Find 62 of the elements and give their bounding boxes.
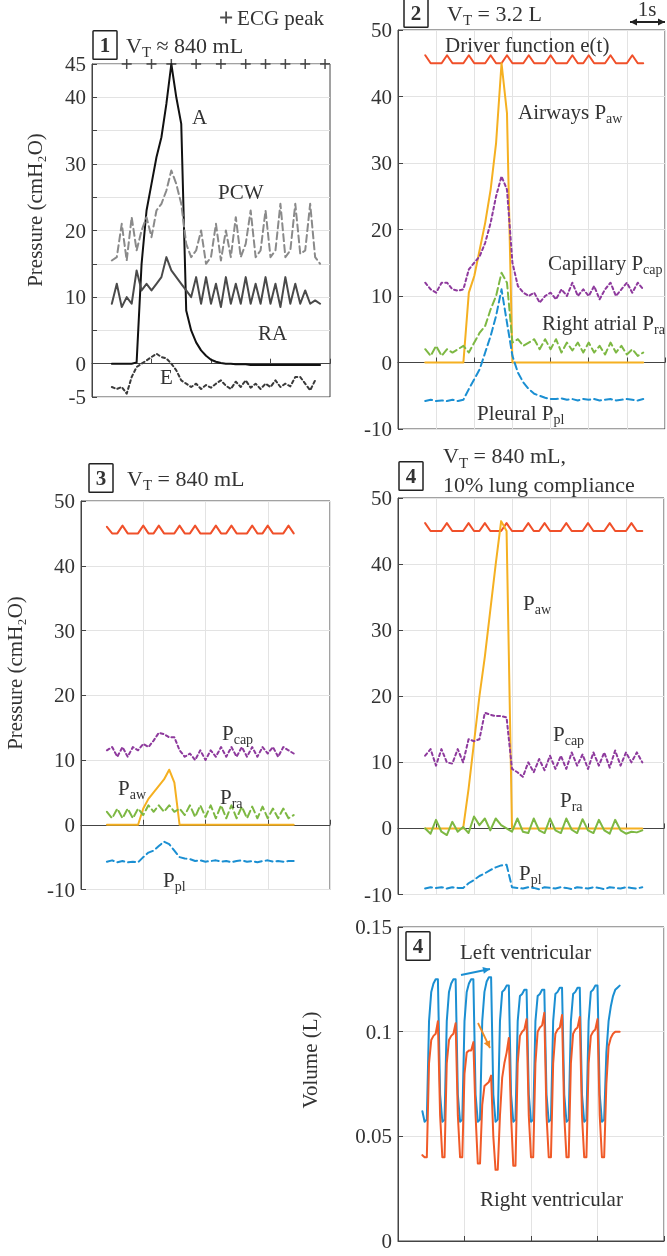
y-tick-label: 20 (65, 218, 86, 243)
line-series (424, 815, 644, 837)
series-label: Left ventricular (460, 940, 592, 964)
y-tick-label: 0 (64, 812, 75, 837)
y-tick-label: 45 (65, 52, 86, 76)
y-tick-label: 40 (65, 85, 86, 110)
line-series (424, 711, 644, 778)
text: 2 (410, 1, 422, 25)
y-tick-label: 40 (371, 552, 392, 577)
y-tick-label: 0.05 (355, 1124, 392, 1149)
series-label: Right ventricular (480, 1187, 623, 1211)
line-series (424, 288, 645, 403)
line-series (421, 976, 621, 1123)
y-tick-label: -5 (68, 385, 86, 409)
line-series (424, 175, 645, 304)
y-tick-label: 40 (54, 553, 75, 578)
series-label: A (192, 105, 208, 129)
series-label: PCW (218, 180, 264, 204)
y-tick-label: -10 (47, 877, 75, 902)
y-tick-label: 0 (381, 350, 392, 375)
y-tick-label: 20 (371, 684, 392, 709)
y-tick-label: 30 (371, 618, 392, 643)
line-series (105, 840, 295, 864)
y-tick-label: 50 (371, 486, 392, 510)
annotation: 4 (412, 934, 424, 958)
y-axis-title: Pressure (cmH₂O) (23, 133, 47, 287)
text: 1 (99, 33, 111, 57)
legend-label: ECG peak (237, 5, 325, 30)
y-tick-label: 0 (381, 1229, 392, 1253)
y-tick-label: 20 (371, 217, 392, 242)
y-tick-label: 20 (54, 683, 75, 708)
y-tick-label: 40 (371, 84, 392, 109)
line-series (424, 62, 645, 364)
line-series (421, 1011, 621, 1171)
y-tick-label: -10 (364, 417, 392, 441)
line-series (110, 256, 322, 309)
y-tick-label: 10 (371, 750, 392, 775)
line-series (105, 768, 295, 826)
series-label: Driver function e(t) (445, 33, 610, 57)
y-tick-label: 0.1 (365, 1019, 392, 1044)
line-series (424, 520, 644, 830)
y-axis-title: Pressure (cmH₂O) (3, 596, 27, 750)
y-axis-title: Volume (L) (298, 1011, 322, 1109)
line-series (424, 863, 644, 891)
y-tick-label: -10 (364, 882, 392, 907)
series-label: RA (258, 321, 289, 345)
line-series (110, 169, 322, 265)
y-tick-label: 30 (371, 151, 392, 175)
series-label: E (160, 365, 173, 389)
y-tick-label: 10 (54, 748, 75, 772)
text: 3 (95, 466, 107, 490)
y-tick-label: 0.15 (355, 915, 392, 939)
y-tick-label: 30 (54, 618, 75, 643)
y-tick-label: 0 (75, 351, 86, 376)
text: 4 (405, 464, 417, 488)
text: 1s (637, 0, 657, 21)
y-tick-label: 0 (381, 816, 392, 841)
y-tick-label: 50 (371, 18, 392, 42)
y-tick-label: 30 (65, 151, 86, 176)
y-tick-label: 50 (54, 489, 75, 513)
y-tick-label: 10 (65, 285, 86, 310)
y-tick-label: 10 (371, 284, 392, 308)
